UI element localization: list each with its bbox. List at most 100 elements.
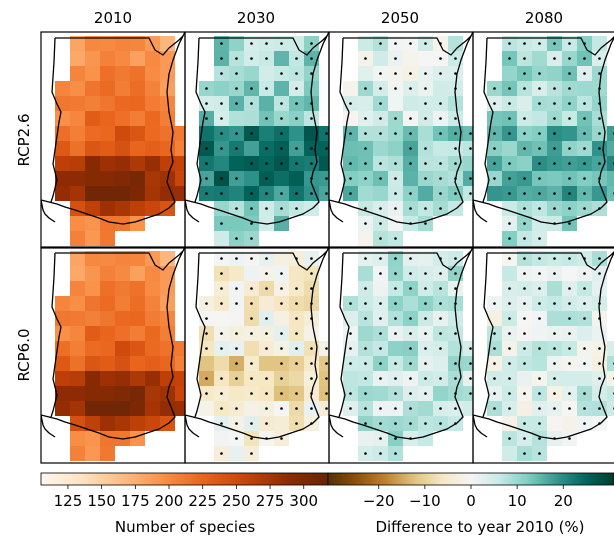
grid-cell [607,371,614,386]
significance-dot [568,192,571,195]
grid-cell [463,186,473,201]
grid-cell [160,66,175,81]
grid-cell [319,371,329,386]
significance-dot [265,162,268,165]
colorbar-tick-label: 20 [554,492,573,510]
grid-cell [532,356,547,371]
significance-dot [424,287,427,290]
grid-cell [85,446,100,461]
colorbar-tick-label: 150 [87,492,116,510]
significance-dot [379,332,382,335]
significance-dot [538,422,541,425]
grid-cell [70,141,85,156]
grid-cell [115,251,130,266]
significance-dot [469,147,472,150]
significance-dot [538,192,541,195]
grid-cell [145,156,160,171]
grid-cell [319,341,329,356]
significance-dot [295,317,298,320]
significance-dot [379,207,382,210]
map-panel-content [329,32,473,246]
significance-dot [280,132,283,135]
significance-dot [553,147,556,150]
grid-cell [532,326,547,341]
grid-cell [70,446,85,461]
grid-cell [175,401,185,416]
significance-dot [250,102,253,105]
grid-cell [304,126,319,141]
significance-dot [538,272,541,275]
significance-dot [583,287,586,290]
significance-dot [568,407,571,410]
significance-dot [205,162,208,165]
column-title-2050: 2050 [381,9,419,27]
significance-dot [553,362,556,365]
grid-cell [70,111,85,126]
grid-cell [358,326,373,341]
significance-dot [508,192,511,195]
significance-dot [568,332,571,335]
grid-cell [115,126,130,141]
significance-dot [280,407,283,410]
country-outline [329,32,473,225]
grid-cell [130,386,145,401]
grid-cell [130,401,145,416]
significance-dot [469,362,472,365]
significance-dot [364,177,367,180]
colorbar-species: 125 150 175 200 225 250 275 300 Number of speci… [40,472,329,536]
grid-cell [160,51,175,66]
grid-cell [577,81,592,96]
significance-dot [394,392,397,395]
grid-cell [100,281,115,296]
grid-cell [373,186,388,201]
significance-dot [379,257,382,260]
grid-cell [607,171,614,186]
grid-cell [607,341,614,356]
grid-cell [199,401,214,416]
significance-dot [379,72,382,75]
significance-dot [250,332,253,335]
significance-dot [598,147,601,150]
significance-dot [508,362,511,365]
significance-dot [220,117,223,120]
grid-cell [145,251,160,266]
significance-dot [364,162,367,165]
grid-cell [145,126,160,141]
significance-dot [379,347,382,350]
significance-dot [280,392,283,395]
grid-cell [115,96,130,111]
significance-dot [568,207,571,210]
grid-cell [289,126,304,141]
grid-cell [304,326,319,341]
significance-dot [424,422,427,425]
significance-dot [364,207,367,210]
significance-dot [325,177,328,180]
significance-dot [523,302,526,305]
significance-dot [250,287,253,290]
significance-dot [394,162,397,165]
grid-cell [388,141,403,156]
significance-dot [280,207,283,210]
significance-dot [325,147,328,150]
grid-cell [244,341,259,356]
significance-dot [538,257,541,260]
significance-dot [409,162,412,165]
significance-dot [295,57,298,60]
significance-dot [409,287,412,290]
significance-dot [568,177,571,180]
significance-dot [379,162,382,165]
significance-dot [409,332,412,335]
significance-dot [508,57,511,60]
grid-cell [115,326,130,341]
grid-cell [55,141,70,156]
significance-dot [568,317,571,320]
grid-cell [577,326,592,341]
significance-dot [454,257,457,260]
significance-dot [280,72,283,75]
significance-dot [439,422,442,425]
map-panels [40,31,614,464]
significance-dot [205,147,208,150]
significance-dot [553,162,556,165]
grid-cell [85,401,100,416]
